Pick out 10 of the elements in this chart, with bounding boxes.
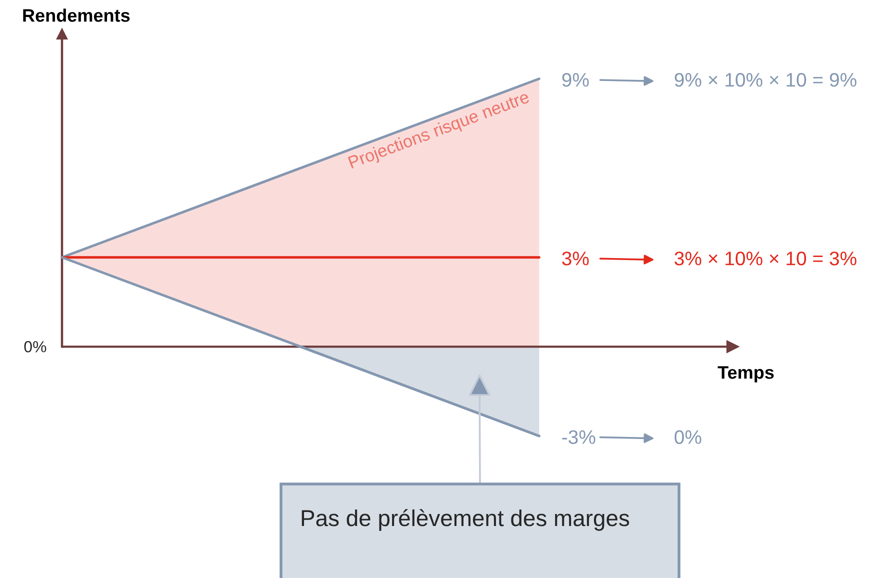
data-label: 3% [562, 252, 589, 266]
data-label: 9% [562, 72, 589, 87]
annotation: 9% × 10% × 10 = 9% [674, 72, 856, 87]
text: Pas de prélèvement des marges [302, 509, 630, 531]
text: 0% [24, 341, 46, 352]
annotation: 3% × 10% × 10 = 3% [674, 252, 856, 266]
text: Rendements [23, 8, 130, 22]
x-axis-title: Temps [718, 366, 774, 382]
annotation: 0% [674, 430, 702, 444]
data-label: -3% [562, 430, 596, 444]
